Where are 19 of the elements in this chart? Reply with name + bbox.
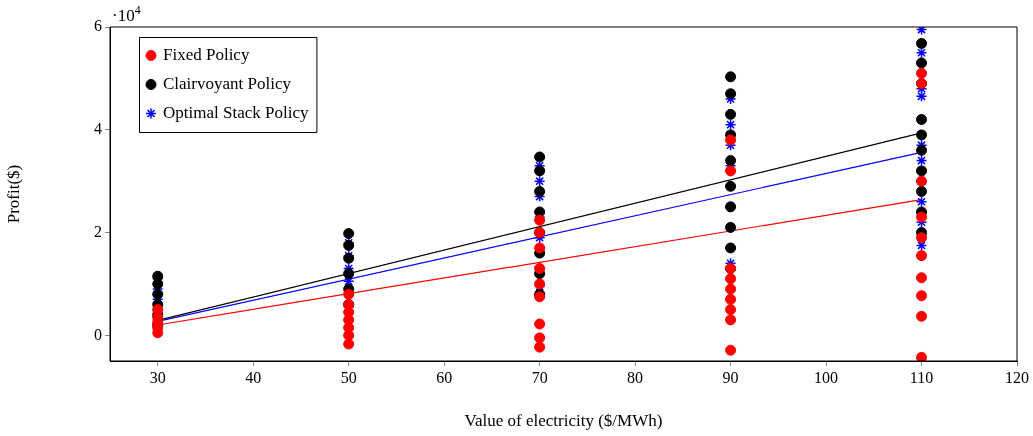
y-tick-label: 6	[94, 17, 102, 35]
legend-label: Fixed Policy	[163, 44, 250, 64]
y-tick-label: 2	[94, 222, 102, 240]
x-axis-title: Value of electricity ($/MWh)	[464, 411, 663, 431]
x-tick-label: 50	[340, 368, 357, 386]
x-tick-label: 70	[531, 368, 548, 386]
x-tick-label: 90	[722, 368, 739, 386]
x-tick-label: 80	[627, 368, 644, 386]
x-tick-label: 120	[1005, 368, 1029, 386]
x-tick-label: 30	[149, 368, 166, 386]
x-tick-label: 40	[245, 368, 262, 386]
x-tick-label: 60	[436, 368, 453, 386]
y-tick-label: 0	[94, 325, 102, 343]
x-tick-label: 110	[909, 368, 934, 386]
legend-label: Clairvoyant Policy	[163, 73, 292, 93]
x-tick-label: 100	[814, 368, 839, 386]
legend-label: Optimal Stack Policy	[163, 102, 309, 122]
y-tick-label: 4	[94, 119, 102, 137]
y-axis-title: Profit($)	[3, 164, 23, 224]
